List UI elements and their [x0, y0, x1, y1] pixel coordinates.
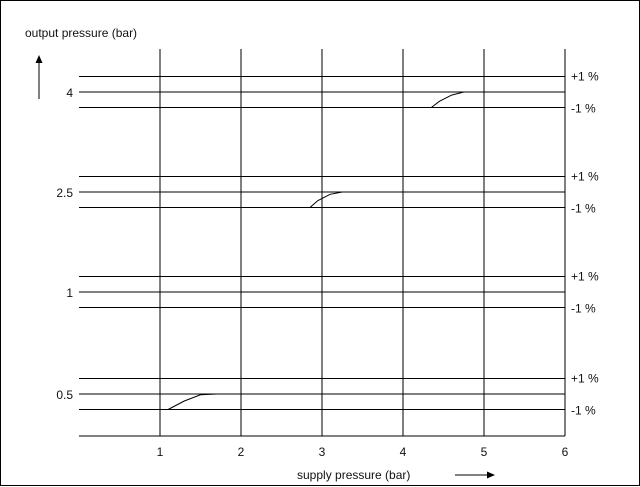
x-axis-label: supply pressure (bar): [297, 468, 410, 482]
minus-tolerance-label: -1 %: [571, 202, 596, 216]
tolerance-band: 0.5 +1 % -1 %: [56, 372, 599, 418]
plus-tolerance-label: +1 %: [571, 70, 599, 84]
regulation-curve: [430, 91, 468, 108]
plus-tolerance-label: +1 %: [571, 270, 599, 284]
y-axis-arrow: [35, 55, 43, 99]
y-tick-label: 0.5: [56, 388, 73, 402]
x-tick-label: 1: [157, 445, 164, 459]
x-tick-label: 5: [481, 445, 488, 459]
tolerance-band: 4 +1 % -1 %: [66, 70, 599, 116]
x-tick-label: 2: [238, 445, 245, 459]
tolerance-band: 2.5 +1 % -1 %: [56, 170, 599, 216]
y-tick-label: 2.5: [56, 186, 73, 200]
minus-tolerance-label: -1 %: [571, 404, 596, 418]
x-tick-label: 4: [400, 445, 407, 459]
x-tick-label: 6: [562, 445, 569, 459]
regulation-curve: [167, 393, 225, 410]
regulation-curve: [309, 191, 351, 208]
plus-tolerance-label: +1 %: [571, 372, 599, 386]
y-tick-label: 1: [66, 286, 73, 300]
x-tick-label: 3: [319, 445, 326, 459]
plus-tolerance-label: +1 %: [571, 170, 599, 184]
tolerance-band: 1 +1 % -1 %: [66, 270, 599, 316]
minus-tolerance-label: -1 %: [571, 302, 596, 316]
y-axis-label: output pressure (bar): [25, 26, 137, 40]
minus-tolerance-label: -1 %: [571, 102, 596, 116]
y-tick-label: 4: [66, 86, 73, 100]
x-axis-arrow: [455, 471, 495, 479]
